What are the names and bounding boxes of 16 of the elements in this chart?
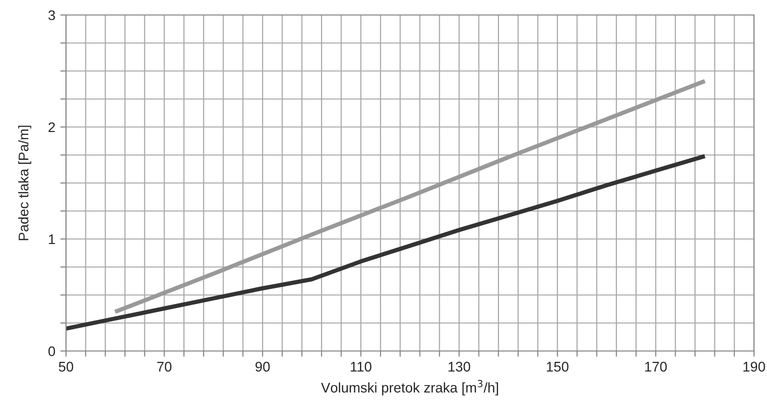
x-tick-label: 190: [743, 362, 766, 372]
y-tick-label: 3: [48, 10, 55, 20]
y-tick-label: 1: [48, 234, 55, 244]
x-tick-label: 150: [546, 362, 568, 372]
x-tick-label: 130: [448, 362, 470, 372]
x-tick-label: 170: [645, 362, 667, 372]
y-axis-title: Padec tlaka [Pa/m]: [18, 126, 32, 240]
x-tick-label: 70: [157, 362, 172, 372]
x-axis-title: Volumski pretok zraka [m$^{3}$/h]: [321, 380, 498, 396]
x-tick-label: 90: [256, 362, 270, 372]
line-series: [66, 154, 707, 331]
y-tick-label: 2: [48, 122, 55, 132]
line-series: [113, 78, 707, 314]
y-tick-label: 0: [48, 346, 56, 356]
x-tick-label: 50: [58, 362, 74, 372]
x-tick-label: 110: [350, 362, 372, 372]
